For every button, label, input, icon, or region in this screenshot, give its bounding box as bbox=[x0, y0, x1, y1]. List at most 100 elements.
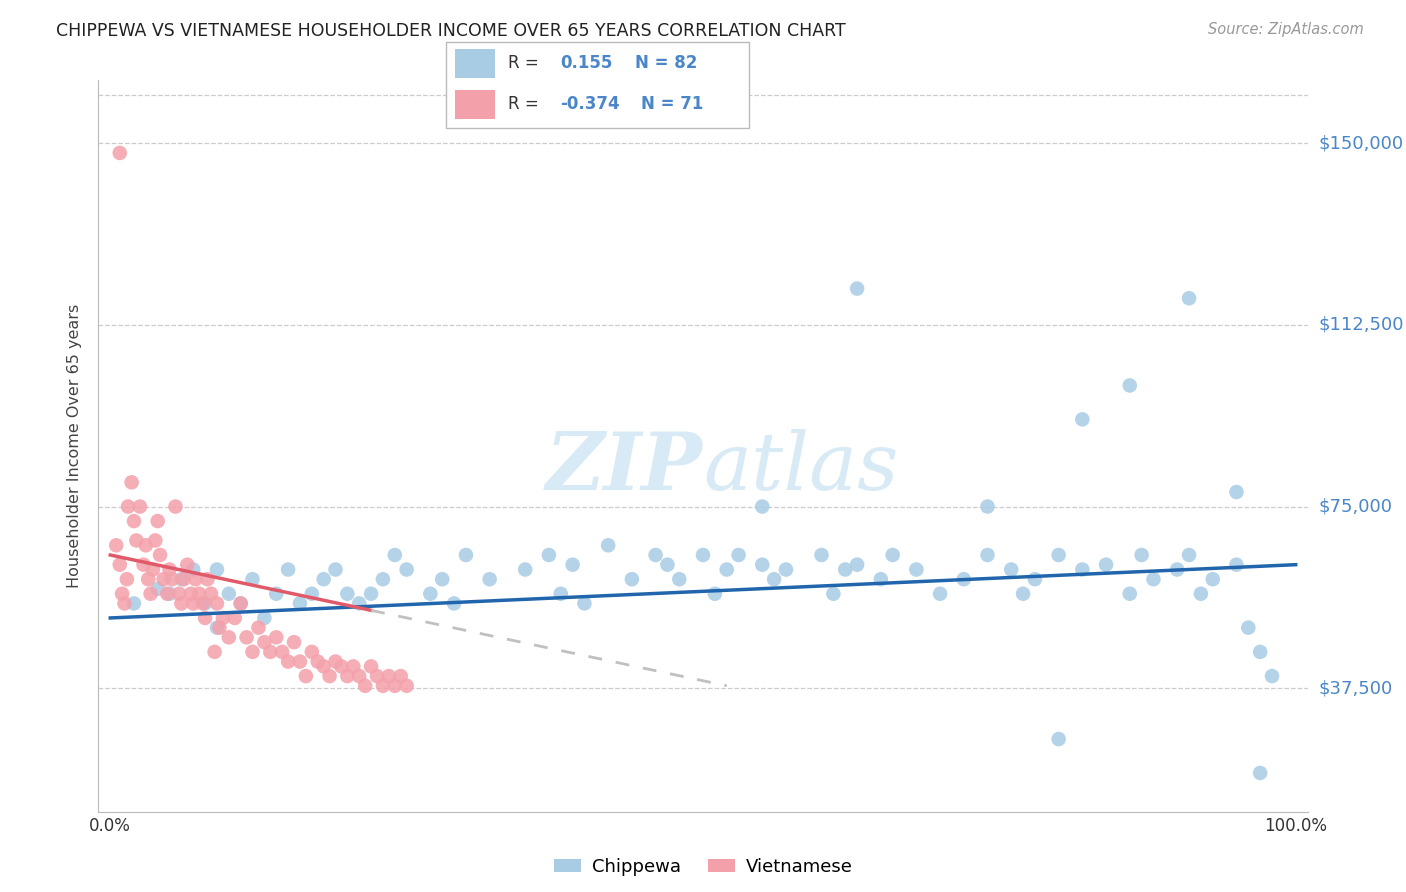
Point bbox=[312, 572, 335, 586]
Text: N = 82: N = 82 bbox=[634, 54, 697, 72]
Point bbox=[307, 655, 329, 669]
Point bbox=[264, 587, 287, 601]
Point bbox=[360, 587, 382, 601]
FancyBboxPatch shape bbox=[456, 90, 495, 119]
Point bbox=[905, 562, 928, 576]
Point bbox=[146, 514, 169, 528]
Point bbox=[165, 500, 187, 514]
Point bbox=[229, 596, 252, 610]
Point bbox=[197, 572, 219, 586]
Point bbox=[1130, 548, 1153, 562]
Point bbox=[108, 145, 131, 160]
Point bbox=[1071, 412, 1094, 426]
Point bbox=[159, 562, 181, 576]
Point bbox=[1225, 485, 1247, 500]
Point bbox=[205, 596, 228, 610]
Point bbox=[132, 558, 155, 572]
Point bbox=[288, 655, 311, 669]
Point bbox=[142, 562, 165, 576]
Point bbox=[277, 655, 299, 669]
Point bbox=[644, 548, 666, 562]
Point bbox=[561, 558, 583, 572]
Text: R =: R = bbox=[508, 54, 544, 72]
Point bbox=[212, 611, 235, 625]
Point bbox=[1249, 645, 1271, 659]
Point bbox=[1189, 587, 1212, 601]
Point bbox=[115, 572, 138, 586]
Point bbox=[810, 548, 832, 562]
Text: CHIPPEWA VS VIETNAMESE HOUSEHOLDER INCOME OVER 65 YEARS CORRELATION CHART: CHIPPEWA VS VIETNAMESE HOUSEHOLDER INCOM… bbox=[56, 22, 846, 40]
Point bbox=[229, 596, 252, 610]
Point bbox=[1202, 572, 1225, 586]
Point bbox=[929, 587, 952, 601]
Point bbox=[360, 659, 382, 673]
Text: 0.155: 0.155 bbox=[561, 54, 613, 72]
Point bbox=[181, 596, 204, 610]
Point bbox=[105, 538, 128, 552]
Point bbox=[180, 587, 202, 601]
Point bbox=[312, 659, 335, 673]
Point bbox=[125, 533, 148, 548]
Point bbox=[371, 679, 394, 693]
Point bbox=[775, 562, 797, 576]
Point bbox=[336, 669, 359, 683]
Point bbox=[200, 587, 222, 601]
Point bbox=[122, 596, 145, 610]
Text: Source: ZipAtlas.com: Source: ZipAtlas.com bbox=[1208, 22, 1364, 37]
Point bbox=[550, 587, 572, 601]
Point bbox=[218, 587, 240, 601]
Point bbox=[176, 558, 198, 572]
Point bbox=[301, 587, 323, 601]
Point bbox=[108, 558, 131, 572]
Point bbox=[1142, 572, 1164, 586]
Point bbox=[191, 596, 214, 610]
Point bbox=[184, 572, 207, 586]
Point bbox=[204, 645, 226, 659]
Point bbox=[976, 500, 998, 514]
Point bbox=[253, 611, 276, 625]
Point bbox=[846, 282, 869, 296]
Point bbox=[389, 669, 412, 683]
Point bbox=[1071, 562, 1094, 576]
Point bbox=[224, 611, 246, 625]
Point bbox=[1012, 587, 1035, 601]
Point bbox=[135, 538, 157, 552]
Point bbox=[121, 475, 143, 490]
Point bbox=[395, 562, 418, 576]
Point bbox=[371, 572, 394, 586]
Point bbox=[325, 562, 347, 576]
Point bbox=[208, 621, 231, 635]
Point bbox=[1166, 562, 1188, 576]
Point bbox=[143, 533, 166, 548]
Point bbox=[173, 572, 195, 586]
Point bbox=[347, 596, 370, 610]
Point bbox=[325, 655, 347, 669]
Point bbox=[283, 635, 305, 649]
Point bbox=[194, 596, 217, 610]
Point bbox=[136, 572, 159, 586]
Text: N = 71: N = 71 bbox=[641, 95, 703, 113]
Point bbox=[692, 548, 714, 562]
Point bbox=[188, 587, 211, 601]
Point bbox=[129, 500, 152, 514]
Point bbox=[716, 562, 738, 576]
Point bbox=[454, 548, 477, 562]
Point bbox=[703, 587, 725, 601]
Point bbox=[668, 572, 690, 586]
Point bbox=[751, 558, 773, 572]
Point bbox=[271, 645, 294, 659]
Point bbox=[952, 572, 974, 586]
Point bbox=[395, 679, 418, 693]
Point bbox=[122, 514, 145, 528]
Point bbox=[727, 548, 749, 562]
Point bbox=[1047, 732, 1070, 747]
Point bbox=[242, 645, 264, 659]
Point bbox=[117, 500, 139, 514]
Point bbox=[170, 572, 193, 586]
Point bbox=[235, 631, 257, 645]
Point bbox=[342, 659, 364, 673]
Point bbox=[869, 572, 891, 586]
FancyBboxPatch shape bbox=[446, 42, 749, 128]
FancyBboxPatch shape bbox=[456, 49, 495, 78]
Point bbox=[443, 596, 465, 610]
